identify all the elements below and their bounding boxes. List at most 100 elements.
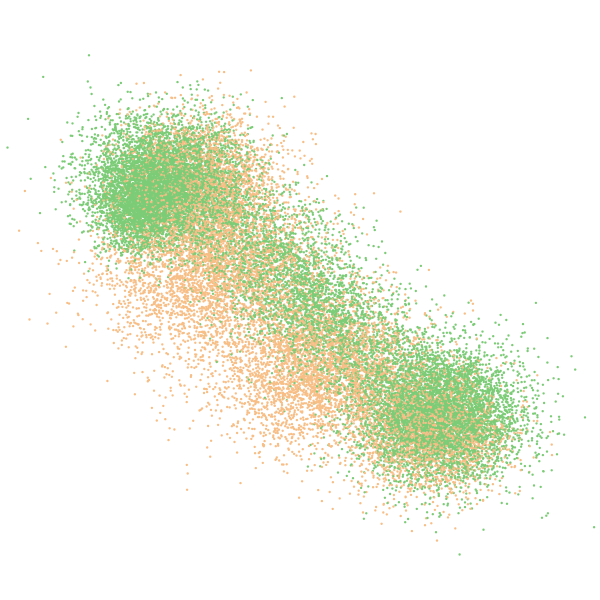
scatter-point-orange: [248, 357, 251, 360]
scatter-point-green: [204, 104, 207, 107]
scatter-point-orange: [267, 115, 270, 118]
scatter-point-green: [431, 325, 434, 329]
scatter-point-green: [403, 503, 406, 506]
scatter-point-green: [86, 80, 90, 83]
scatter-point-orange: [231, 374, 235, 378]
scatter-point-orange: [383, 480, 386, 483]
scatter-point-orange: [142, 81, 146, 85]
scatter-point-orange: [365, 310, 368, 313]
scatter-point-orange: [349, 446, 352, 450]
scatter-point-green: [317, 201, 321, 204]
scatter-point-green: [435, 303, 438, 306]
scatter-point-green: [545, 514, 548, 517]
scatter-point-orange: [270, 137, 273, 140]
scatter-point-green: [206, 89, 210, 92]
scatter-point-orange: [337, 209, 340, 213]
scatter-point-orange: [216, 354, 219, 357]
scatter-point-green: [99, 251, 102, 254]
scatter-point-green: [79, 179, 83, 182]
scatter-point-orange: [195, 303, 199, 306]
scatter-point-green: [81, 139, 84, 143]
scatter-point-green: [269, 157, 272, 160]
scatter-point-orange: [284, 360, 287, 363]
scatter-point-orange: [197, 315, 200, 318]
scatter-point-green: [509, 396, 513, 400]
scatter-point-green: [495, 381, 498, 385]
scatter-point-orange: [229, 377, 232, 380]
scatter-point-green: [530, 386, 534, 390]
scatter-point-orange: [348, 389, 351, 392]
scatter-point-orange: [168, 373, 171, 377]
scatter-point-orange: [340, 436, 343, 439]
scatter-point-green: [340, 447, 344, 451]
scatter-point-green: [95, 118, 98, 122]
scatter-point-green: [521, 419, 525, 422]
scatter-point-green: [298, 251, 302, 254]
scatter-point-orange: [95, 215, 99, 219]
scatter-point-orange: [285, 377, 289, 380]
scatter-point-green: [531, 389, 535, 392]
scatter-point-green: [317, 235, 320, 238]
scatter-point-orange: [136, 334, 139, 337]
scatter-point-orange: [359, 290, 363, 293]
scatter-point-orange: [211, 374, 214, 378]
scatter-point-green: [351, 270, 354, 273]
scatter-point-green: [139, 120, 142, 123]
scatter-point-orange: [360, 470, 363, 473]
scatter-point-green: [113, 139, 117, 142]
scatter-point-orange: [295, 418, 299, 422]
scatter-point-green: [338, 231, 341, 234]
scatter-point-orange: [294, 403, 298, 406]
scatter-point-green: [139, 124, 142, 128]
scatter-point-orange: [479, 488, 482, 492]
scatter-point-green: [61, 160, 64, 163]
scatter-point-green: [364, 258, 368, 262]
scatter-point-green: [210, 132, 213, 136]
scatter-point-green: [87, 155, 91, 159]
scatter-point-green: [416, 268, 419, 271]
scatter-point-orange: [262, 155, 266, 159]
scatter-point-orange: [519, 458, 522, 462]
scatter-point-green: [89, 86, 92, 89]
scatter-point-orange: [430, 522, 433, 525]
scatter-point-orange: [286, 471, 289, 475]
scatter-point-orange: [178, 332, 181, 336]
scatter-point-orange: [213, 107, 216, 110]
scatter-point-green: [294, 181, 297, 184]
scatter-point-orange: [266, 408, 269, 411]
scatter-point-green: [521, 362, 525, 365]
scatter-point-green: [248, 139, 251, 143]
scatter-point-green: [419, 264, 423, 268]
scatter-point-orange: [428, 315, 431, 318]
scatter-point-green: [516, 428, 519, 431]
scatter-point-green: [442, 335, 446, 338]
scatter-point-orange: [362, 427, 365, 430]
scatter-point-orange: [204, 319, 208, 322]
scatter-point-orange: [149, 308, 152, 311]
scatter-point-orange: [295, 428, 298, 431]
scatter-point-green: [434, 351, 437, 354]
scatter-point-green: [347, 432, 350, 436]
scatter-point-green: [115, 112, 119, 116]
scatter-point-green: [90, 187, 93, 191]
scatter-point-green: [105, 110, 109, 114]
scatter-point-orange: [276, 378, 280, 381]
scatter-point-green: [502, 349, 505, 352]
scatter-point-orange: [111, 279, 114, 283]
scatter-point-green: [534, 394, 537, 397]
scatter-point-orange: [269, 198, 272, 202]
scatter-point-orange: [210, 312, 214, 315]
scatter-point-green: [513, 457, 516, 461]
scatter-point-orange: [187, 357, 191, 361]
scatter-point-orange: [347, 253, 351, 256]
scatter-point-orange: [312, 186, 316, 190]
scatter-point-green: [453, 337, 456, 341]
scatter-point-orange: [311, 408, 314, 411]
scatter-point-green: [127, 277, 130, 280]
scatter-point-green: [384, 251, 387, 255]
scatter-point-orange: [94, 291, 97, 294]
scatter-point-orange: [352, 485, 356, 488]
scatter-point-orange: [219, 314, 222, 317]
scatter-point-green: [408, 282, 411, 285]
